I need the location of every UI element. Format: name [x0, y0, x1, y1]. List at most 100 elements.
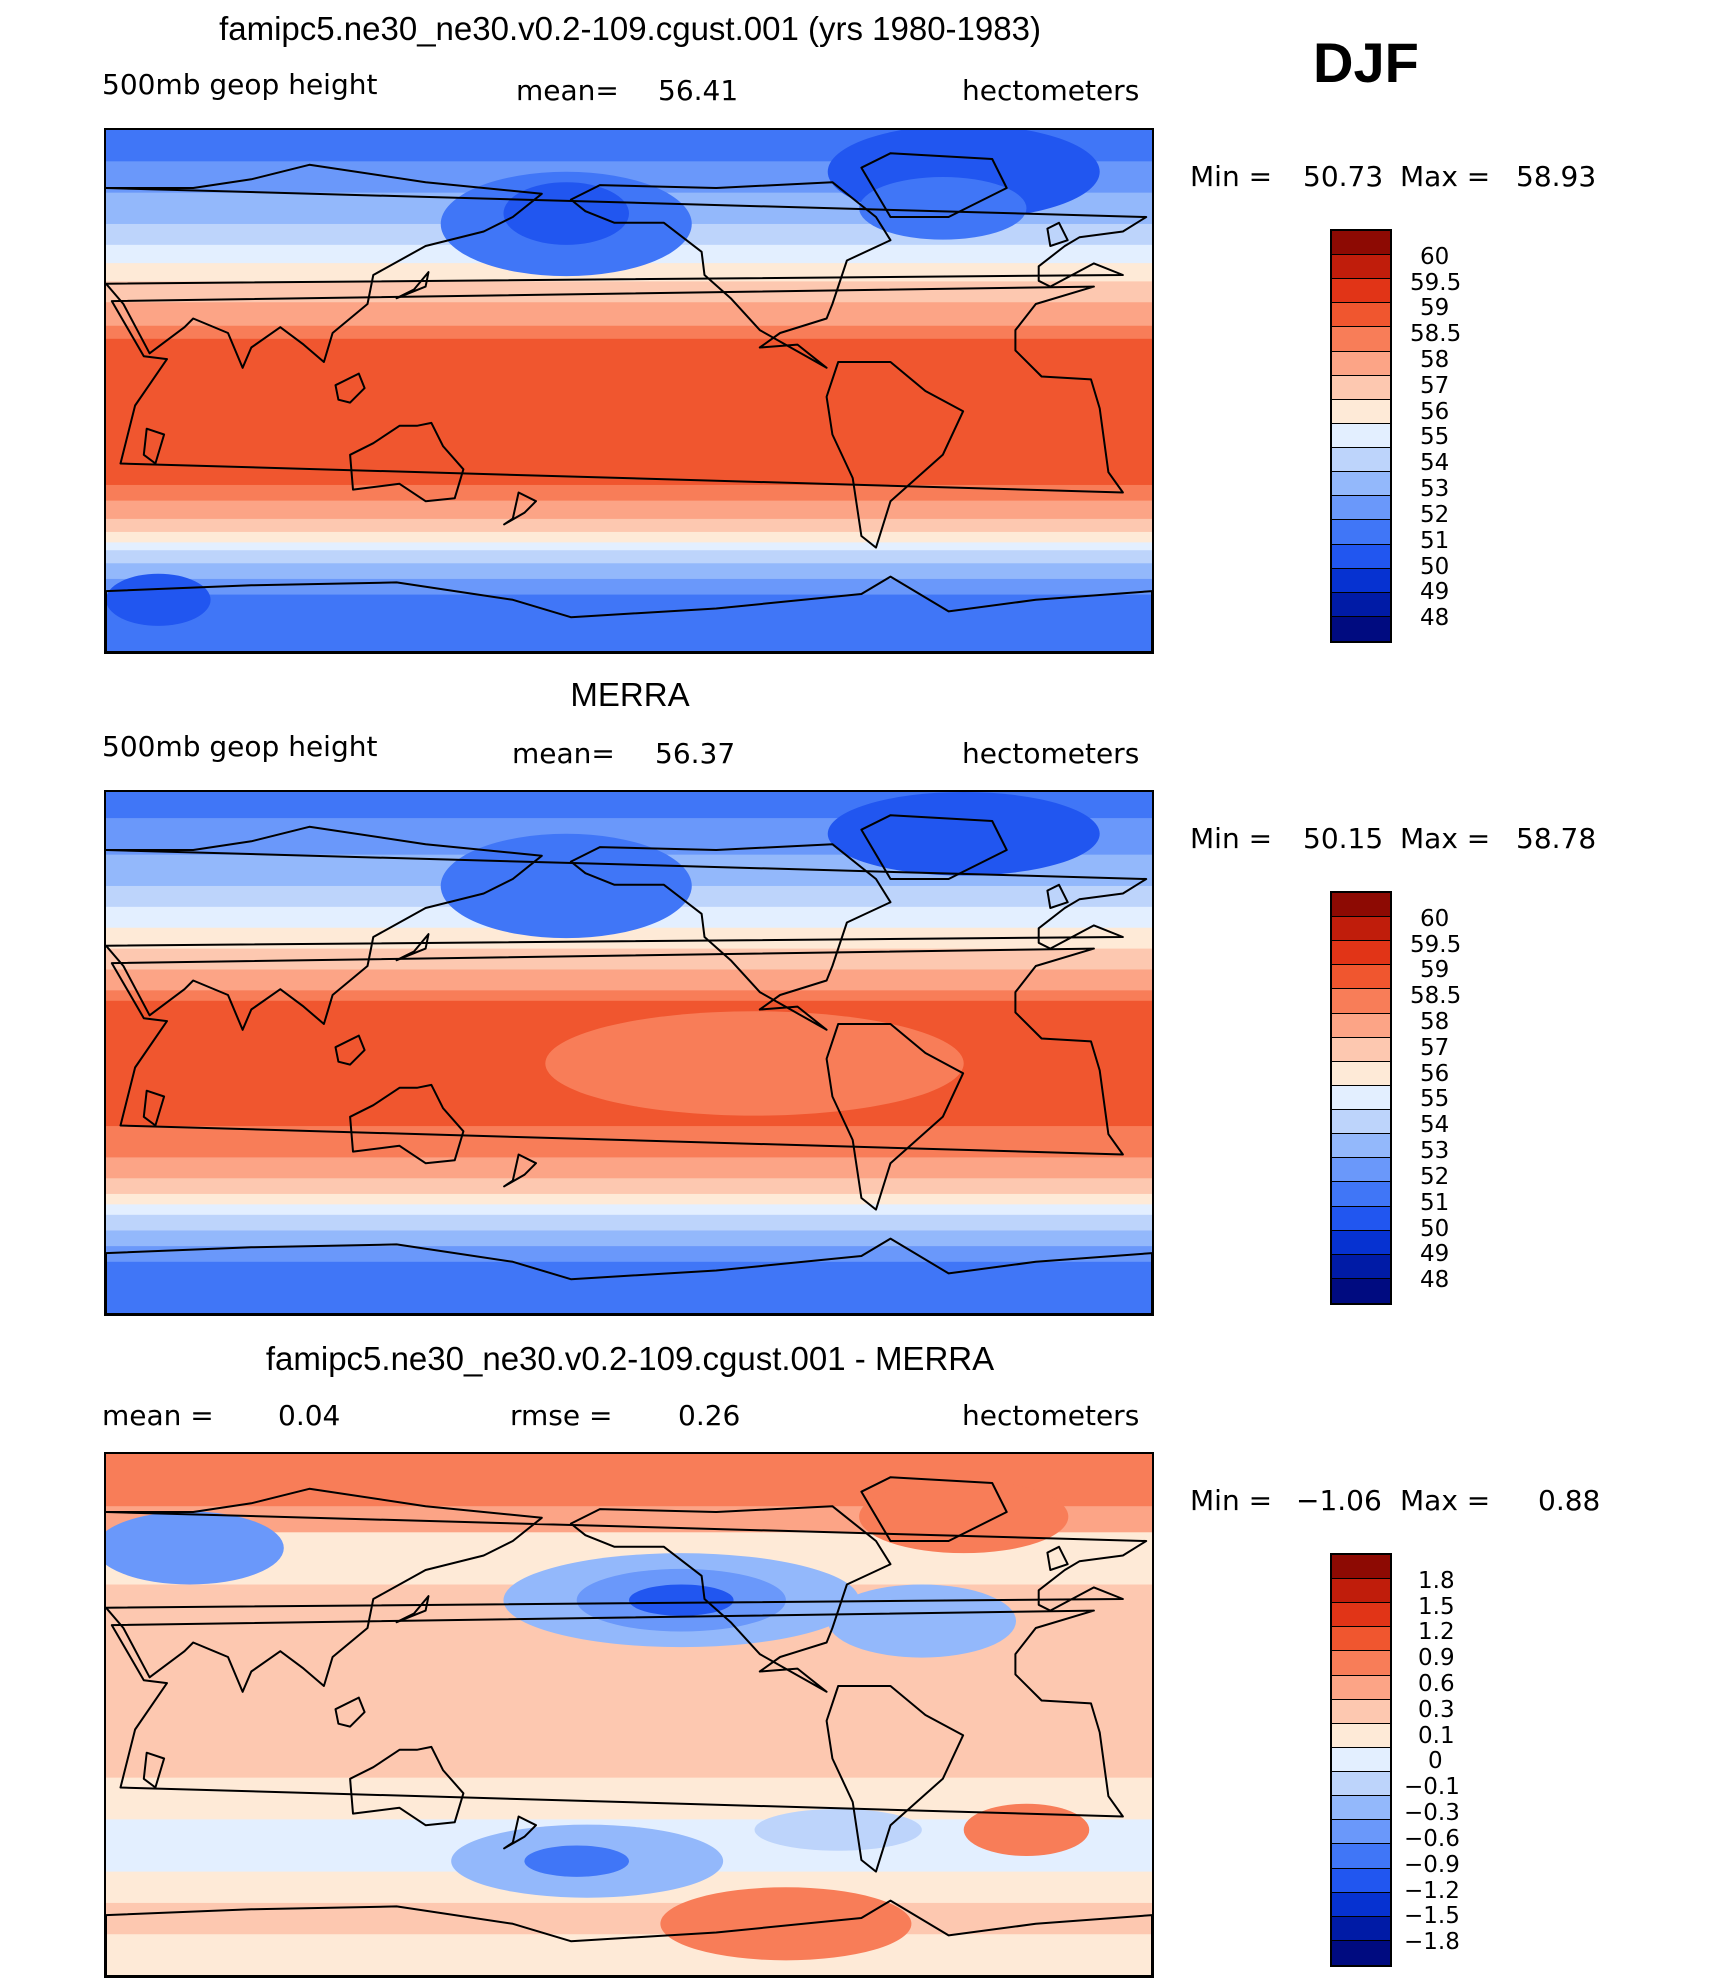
contour-band — [106, 1261, 1152, 1284]
coastline — [334, 1696, 366, 1728]
colorbar-cell — [1332, 965, 1390, 990]
colorbar-tick-label: 56 — [1420, 399, 1450, 425]
coastline — [106, 163, 1148, 369]
colorbar-cell — [1332, 231, 1390, 256]
contour-blob — [963, 1803, 1090, 1856]
panel1-min-value: 50.73 — [1303, 160, 1384, 193]
colorbar-cell — [1332, 1844, 1390, 1869]
coastline — [110, 1609, 1124, 1818]
panel2-max-value: 58.78 — [1516, 822, 1597, 855]
colorbar-cell — [1332, 1820, 1390, 1845]
contour-band — [106, 302, 1152, 327]
colorbar-cell — [1332, 1037, 1390, 1062]
panel3-units: hectometers — [962, 1399, 1140, 1432]
panel2-contour-field — [106, 792, 1152, 1314]
colorbar-cell — [1332, 1699, 1390, 1724]
panel1-max-value: 58.93 — [1516, 160, 1597, 193]
colorbar-tick-label: 60 — [1420, 906, 1450, 932]
colorbar-cell — [1332, 1110, 1390, 1135]
contour-blob — [524, 1845, 629, 1877]
colorbar-tick-label: 0.9 — [1418, 1645, 1455, 1671]
colorbar-tick-label: 54 — [1420, 1112, 1450, 1138]
coastline — [825, 1023, 965, 1211]
colorbar-cell — [1332, 1278, 1390, 1303]
colorbar-tick-label: −1.2 — [1404, 1878, 1460, 1904]
contour-blob — [859, 176, 1027, 240]
contour-band — [106, 325, 1152, 340]
colorbar-cell — [1332, 255, 1390, 280]
colorbar-tick-label: 59.5 — [1410, 932, 1462, 958]
coastline — [860, 152, 1008, 218]
contour-band — [106, 615, 1152, 652]
colorbar-tick-label: 51 — [1420, 528, 1450, 554]
colorbar-cell — [1332, 1868, 1390, 1893]
panel3-max-value: 0.88 — [1538, 1484, 1601, 1517]
colorbar-tick-label: 49 — [1420, 1241, 1450, 1267]
contour-band — [106, 990, 1152, 1002]
panel1-mean-label: mean= — [516, 74, 619, 107]
colorbar-tick-label: 0.3 — [1418, 1697, 1455, 1723]
coastline — [142, 1089, 166, 1127]
contour-band — [106, 531, 1152, 544]
coastline — [106, 575, 1152, 652]
colorbar-cell — [1332, 496, 1390, 521]
contour-band — [106, 594, 1152, 617]
colorbar-tick-label: 56 — [1420, 1061, 1450, 1087]
contour-band — [106, 1214, 1152, 1232]
coastline — [349, 421, 465, 503]
colorbar-tick-label: 1.2 — [1418, 1619, 1455, 1645]
contour-band — [106, 1157, 1152, 1180]
colorbar-cell — [1332, 1206, 1390, 1231]
coastline — [569, 1505, 892, 1693]
coastline — [106, 825, 1148, 1031]
contour-band — [106, 1204, 1152, 1216]
colorbar-cell — [1332, 1182, 1390, 1207]
colorbar-tick-label: −1.5 — [1404, 1903, 1460, 1929]
colorbar-cell — [1332, 1747, 1390, 1773]
colorbar-tick-label: 58.5 — [1410, 983, 1462, 1009]
colorbar-cell — [1332, 1555, 1390, 1580]
contour-band — [106, 948, 1152, 971]
colorbar-tick-label: 50 — [1420, 1216, 1450, 1242]
contour-band — [106, 542, 1152, 552]
colorbar-cell — [1332, 1940, 1390, 1965]
colorbar-tick-label: −0.6 — [1404, 1826, 1460, 1852]
colorbar-cell — [1332, 1892, 1390, 1917]
panel1-min-label: Min = — [1190, 160, 1273, 193]
colorbar-cell — [1332, 1230, 1390, 1255]
colorbar-tick-label: 51 — [1420, 1190, 1450, 1216]
colorbar-cell — [1332, 893, 1390, 918]
coastline — [334, 1034, 366, 1066]
panel2-mean-label: mean= — [512, 737, 615, 770]
coastline — [569, 843, 892, 1031]
colorbar-tick-label: 52 — [1420, 502, 1450, 528]
contour-band — [106, 1282, 1152, 1314]
colorbar-cell — [1332, 941, 1390, 966]
coastline — [825, 361, 965, 549]
colorbar-cell — [1332, 1158, 1390, 1183]
contour-blob — [827, 1584, 1017, 1658]
contour-blob — [106, 1511, 284, 1585]
colorbar-tick-label: 57 — [1420, 1035, 1450, 1061]
coastline — [110, 285, 1124, 494]
colorbar-cell — [1332, 616, 1390, 641]
colorbar-cell — [1332, 1085, 1390, 1111]
colorbar-tick-label: 59 — [1420, 295, 1450, 321]
contour-band — [106, 500, 1152, 520]
colorbar-tick-label: 50 — [1420, 554, 1450, 580]
coastline — [503, 491, 537, 526]
contour-band — [106, 1178, 1152, 1195]
contour-blob — [440, 833, 692, 939]
colorbar-tick-label: 58.5 — [1410, 321, 1462, 347]
colorbar-tick-label: 53 — [1420, 1138, 1450, 1164]
colorbar-tick-label: −0.1 — [1404, 1774, 1460, 1800]
contour-band — [106, 1902, 1152, 1936]
contour-band — [106, 338, 1152, 486]
coastline — [142, 1751, 166, 1789]
panel2-title: MERRA — [570, 676, 690, 713]
panel1-units: hectometers — [962, 74, 1140, 107]
colorbar-tick-label: −1.8 — [1404, 1929, 1460, 1955]
colorbar-cell — [1332, 1723, 1390, 1748]
coastline — [503, 1153, 537, 1188]
panel2-mean-value: 56.37 — [655, 737, 736, 770]
